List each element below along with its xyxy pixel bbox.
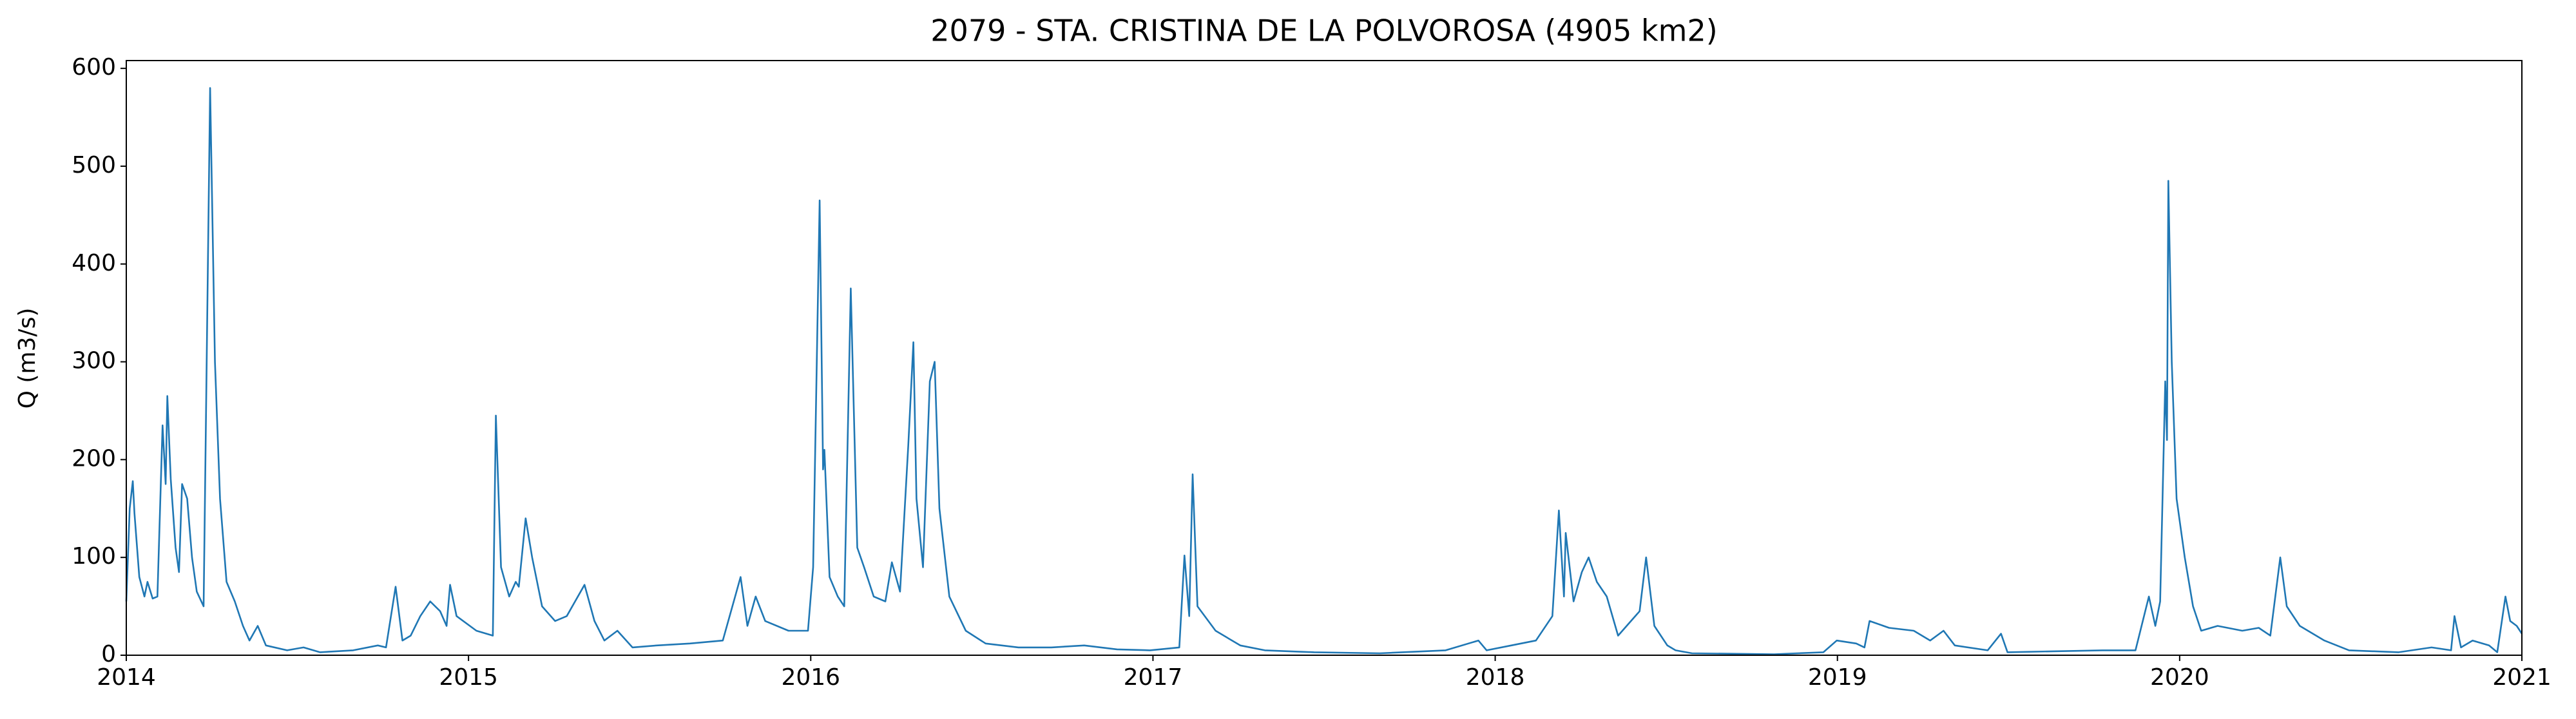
- data-line: [125, 87, 2523, 655]
- y-axis-label: Q (m3/s): [14, 308, 41, 409]
- x-tick-label: 2020: [2150, 664, 2209, 691]
- x-tick-label: 2014: [97, 664, 156, 691]
- x-tick-label: 2017: [1124, 664, 1183, 691]
- chart-title: 2079 - STA. CRISTINA DE LA POLVOROSA (49…: [930, 14, 1717, 48]
- x-tick-label: 2018: [1466, 664, 1525, 691]
- y-tick-label: 100: [72, 543, 116, 570]
- plot-frame: [126, 60, 2523, 656]
- y-tick-label: 600: [72, 54, 116, 81]
- x-tick-label: 2019: [1808, 664, 1867, 691]
- y-tick-label: 400: [72, 250, 116, 276]
- y-tick-label: 0: [101, 641, 116, 667]
- y-tick-label: 200: [72, 445, 116, 472]
- x-tick-label: 2015: [439, 664, 498, 691]
- x-tick-label: 2021: [2492, 664, 2552, 691]
- y-tick-label: 300: [72, 348, 116, 374]
- x-tick-label: 2016: [781, 664, 840, 691]
- y-tick-label: 500: [72, 152, 116, 178]
